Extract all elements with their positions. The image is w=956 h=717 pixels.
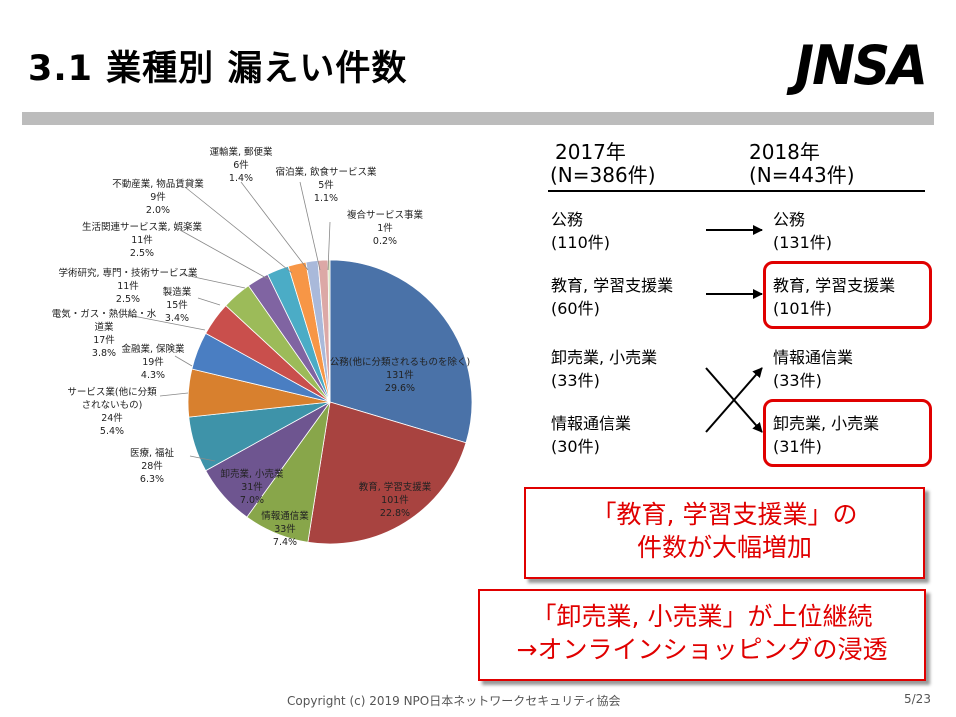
- leader-line-8: [197, 297, 221, 306]
- left-item-1-count: (60件): [551, 299, 600, 318]
- callout-retail-line2: →オンラインショッピングの浸透: [516, 635, 888, 664]
- right-item-1-highlight-box: [763, 261, 932, 329]
- pie-label-13: 宿泊業, 飲食サービス業 5件 1.1%: [275, 166, 377, 204]
- leader-line-10: [179, 229, 269, 280]
- title-divider-bar: [22, 112, 934, 125]
- pie-label-10: 生活関連サービス業, 娯楽業 11件 2.5%: [82, 221, 203, 259]
- right-item-3-count: (31件): [773, 437, 822, 456]
- slide-title: 3.1 業種別 漏えい件数: [28, 49, 408, 89]
- jnsa-logo: JNSA: [795, 38, 935, 94]
- right-item-3-highlight-box: [763, 399, 932, 467]
- pie-label-9: 学術研究, 専門・技術サービス業 11件 2.5%: [58, 267, 198, 305]
- comparison-header-2018-n: (N=443件): [749, 163, 855, 187]
- pie-label-11: 不動産業, 物品賃貸業 9件 2.0%: [112, 178, 204, 216]
- callout-education-line1: 「教育, 学習支援業」の: [591, 500, 858, 529]
- callout-education-line2-text: 件数が大幅増加: [636, 533, 812, 562]
- leader-line-5: [159, 392, 189, 397]
- callout-education-increase: 「教育, 学習支援業」の 件数が大幅増加: [524, 487, 925, 579]
- pie-label-8: 製造業 15件 3.4%: [163, 286, 192, 324]
- pie-label-0: 公務(他に分類されるものを除く) 131件 29.6%: [330, 356, 470, 394]
- left-item-2-count: (33件): [551, 371, 600, 390]
- right-item-1-name: 教育, 学習支援業: [773, 276, 896, 295]
- leader-line-7: [127, 314, 206, 331]
- pie-label-5: サービス業(他に分類されないもの) 24件 5.4%: [67, 386, 157, 437]
- arrow-joho-to-3rd: [705, 367, 763, 433]
- comparison-header-2018-year: 2018年: [749, 140, 820, 164]
- leader-line-11: [184, 186, 293, 274]
- leader-line-14: [327, 221, 331, 271]
- right-item-0-name: 公務: [773, 210, 806, 229]
- right-item-2-count: (33件): [773, 371, 822, 390]
- right-item-0-count: (131件): [773, 233, 833, 252]
- left-item-0-name: 公務: [551, 210, 584, 229]
- left-item-1-name: 教育, 学習支援業: [551, 276, 674, 295]
- comparison-header-rule: [548, 190, 925, 192]
- leader-line-4: [189, 455, 216, 462]
- pie-slice-0: [329, 259, 473, 444]
- pie-label-14: 複合サービス事業 1件 0.2%: [347, 209, 424, 247]
- logo-text: JNSA: [795, 34, 928, 97]
- leader-line-9: [179, 273, 246, 289]
- callout-retail-line1: 「卸売業, 小売業」が上位継続: [531, 602, 873, 631]
- left-item-3-count: (30件): [551, 437, 600, 456]
- left-item-2-name: 卸売業, 小売業: [551, 348, 658, 367]
- pie-label-1: 教育, 学習支援業 101件 22.8%: [359, 481, 432, 519]
- leader-line-6: [174, 355, 193, 367]
- callout-education-line2: 件数が大幅増加: [526, 531, 923, 564]
- left-item-0-count: (110件): [551, 233, 611, 252]
- page-number: 5/23: [904, 692, 931, 706]
- pie-label-7: 電気・ガス・熱供給・水道業 17件 3.8%: [52, 308, 157, 359]
- comparison-header-2017-n: (N=386件): [550, 163, 656, 187]
- footer-copyright: Copyright (c) 2019 NPO日本ネットワークセキュリティ協会: [287, 694, 621, 708]
- pie-label-2: 情報通信業 33件 7.4%: [261, 510, 309, 548]
- pie-slice-1: [307, 401, 467, 545]
- pie-chart: 公務(他に分類されるものを除く) 131件 29.6% 教育, 学習支援業 101件 22…: [52, 146, 473, 548]
- leader-line-12: [240, 181, 309, 271]
- left-item-3-name: 情報通信業: [551, 414, 632, 433]
- leader-line-13: [299, 181, 321, 271]
- pie-label-4: 医療, 福祉 28件 6.3%: [130, 447, 175, 485]
- right-item-1-count: (101件): [773, 299, 833, 318]
- pie-label-12: 運輸業, 郵便業 6件 1.4%: [209, 146, 273, 184]
- comparison-header-2017-year: 2017年: [555, 140, 626, 164]
- pie-slice-14: [327, 259, 331, 403]
- pie-label-3: 卸売業, 小売業 31件 7.0%: [220, 468, 284, 506]
- right-item-3-name: 卸売業, 小売業: [773, 414, 880, 433]
- callout-retail-continues: 「卸売業, 小売業」が上位継続 →オンラインショッピングの浸透: [478, 589, 926, 681]
- arrow-oroshi-to-4th: [705, 367, 763, 433]
- right-item-2-name: 情報通信業: [773, 348, 854, 367]
- pie-label-6: 金融業, 保険業 19件 4.3%: [121, 343, 185, 381]
